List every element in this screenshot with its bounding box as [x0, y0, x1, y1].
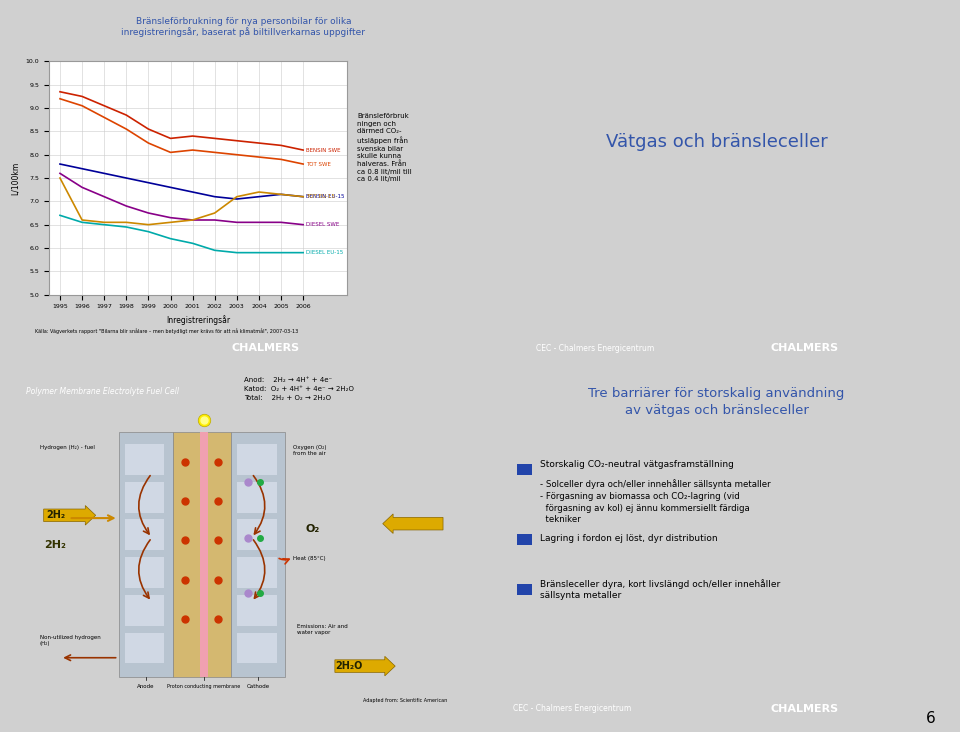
Text: - Förgasning av biomassa och CO₂-lagring (vid: - Förgasning av biomassa och CO₂-lagring… [540, 492, 739, 501]
Text: 6: 6 [926, 712, 936, 726]
Text: TOT EU-15: TOT EU-15 [306, 194, 335, 199]
Text: Hydrogen (H₂) - fuel: Hydrogen (H₂) - fuel [39, 446, 94, 450]
Bar [517, 584, 532, 595]
Bar [517, 464, 532, 475]
Text: förgasning av kol) ej ännu kommersiellt färdiga: förgasning av kol) ej ännu kommersiellt … [540, 504, 750, 512]
Text: Proton conducting membrane: Proton conducting membrane [167, 684, 240, 690]
Bar [237, 444, 276, 475]
Text: O₂: O₂ [305, 524, 320, 534]
Text: Tre barriärer för storskalig användning
av vätgas och bränsleceller: Tre barriärer för storskalig användning … [588, 386, 845, 417]
Text: 2H₂: 2H₂ [44, 540, 65, 550]
Bar [125, 444, 164, 475]
Text: Cathode: Cathode [247, 684, 270, 690]
Text: - Solceller dyra och/eller innehåller sällsynta metaller: - Solceller dyra och/eller innehåller sä… [540, 479, 771, 490]
Text: Bränsleförbrukning för nya personbilar för olika
inregistreringsår, baserat på b: Bränsleförbrukning för nya personbilar f… [121, 17, 366, 37]
Text: tekniker: tekniker [540, 515, 581, 524]
Bar [237, 520, 276, 550]
Text: Storskalig CO₂-neutral vätgasframställning: Storskalig CO₂-neutral vätgasframställni… [540, 460, 733, 468]
Bar [237, 632, 276, 663]
Text: Emissions: Air and
water vapor: Emissions: Air and water vapor [298, 624, 348, 635]
Text: CHALMERS: CHALMERS [771, 704, 839, 714]
Text: Non-utilized hydrogen
(H₂): Non-utilized hydrogen (H₂) [39, 635, 100, 646]
Text: CHALMERS: CHALMERS [771, 343, 839, 353]
Text: Total:    2H₂ + O₂ → 2H₂O: Total: 2H₂ + O₂ → 2H₂O [244, 395, 331, 401]
Text: Anode: Anode [137, 684, 155, 690]
Bar [125, 557, 164, 588]
Text: TOT SWE: TOT SWE [306, 162, 331, 167]
Bar [517, 534, 532, 545]
Bar [237, 482, 276, 512]
Text: Anod:    2H₂ → 4H⁺ + 4e⁻: Anod: 2H₂ → 4H⁺ + 4e⁻ [244, 377, 332, 383]
Bar [237, 595, 276, 626]
Text: Oxygen (O₂)
from the air: Oxygen (O₂) from the air [293, 446, 326, 456]
Text: Polymer Membrane Electrolyte Fuel Cell: Polymer Membrane Electrolyte Fuel Cell [26, 386, 180, 395]
Text: Källa: Vägverkets rapport "Bilarna blir snålare – men betydligt mer krävs för at: Källa: Vägverkets rapport "Bilarna blir … [36, 328, 299, 334]
Bar [200, 432, 208, 677]
Text: CEC - Chalmers Energicentrum: CEC - Chalmers Energicentrum [514, 704, 632, 714]
Text: Katod:  O₂ + 4H⁺ + 4e⁻ → 2H₂O: Katod: O₂ + 4H⁺ + 4e⁻ → 2H₂O [244, 386, 353, 392]
Text: CEC - Chalmers Energicentrum: CEC - Chalmers Energicentrum [536, 343, 654, 353]
Text: Lagring i fordon ej löst, dyr distribution: Lagring i fordon ej löst, dyr distributi… [540, 534, 717, 543]
X-axis label: Inregistreringsår: Inregistreringsår [166, 315, 230, 325]
Bar [231, 432, 285, 677]
Text: 2H₂O: 2H₂O [335, 661, 362, 671]
FancyArrow shape [44, 506, 96, 525]
Text: Bränsleförbruk
ningen och
därmed CO₂-
utsläppen från
svenska bilar
skulle kunna
: Bränsleförbruk ningen och därmed CO₂- ut… [357, 113, 412, 182]
Text: 2H₂: 2H₂ [46, 510, 65, 520]
Text: Vätgas och bränsleceller: Vätgas och bränsleceller [606, 133, 828, 152]
Bar [125, 595, 164, 626]
Bar [125, 632, 164, 663]
FancyArrow shape [335, 657, 396, 676]
Text: Adapted from: Scientific American: Adapted from: Scientific American [363, 698, 447, 703]
Bar [119, 432, 173, 677]
Text: DIESEL EU-15: DIESEL EU-15 [306, 250, 344, 255]
FancyArrow shape [383, 514, 443, 534]
Bar [173, 432, 231, 677]
Text: DIESEL SWE: DIESEL SWE [306, 223, 340, 227]
Text: BENSIN EU-15: BENSIN EU-15 [306, 194, 345, 199]
Bar [125, 520, 164, 550]
Bar [237, 557, 276, 588]
Bar [125, 482, 164, 512]
Text: Heat (85°C): Heat (85°C) [293, 556, 325, 561]
Text: BENSIN SWE: BENSIN SWE [306, 148, 341, 152]
Text: CHALMERS: CHALMERS [232, 343, 300, 353]
Y-axis label: L/100km: L/100km [11, 161, 20, 195]
Text: Bränsleceller dyra, kort livslängd och/eller innehåller
sällsynta metaller: Bränsleceller dyra, kort livslängd och/e… [540, 579, 780, 600]
